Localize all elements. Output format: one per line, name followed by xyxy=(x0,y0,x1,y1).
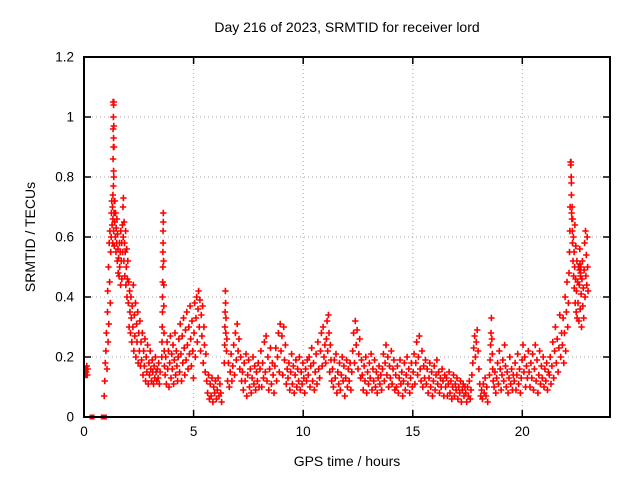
x-axis-label: GPS time / hours xyxy=(293,453,401,469)
x-tick-label: 10 xyxy=(296,424,311,439)
y-tick-label: 1.2 xyxy=(55,50,74,65)
x-tick-label: 20 xyxy=(515,424,530,439)
chart-title: Day 216 of 2023, SRMTID for receiver lor… xyxy=(214,19,480,35)
grid-lines xyxy=(84,57,610,417)
y-tick-label: 0.4 xyxy=(55,290,74,305)
data-points xyxy=(84,98,592,406)
y-tick-label: 0.8 xyxy=(55,170,74,185)
y-tick-label: 0.2 xyxy=(55,350,74,365)
y-axis-label: SRMTID / TECUs xyxy=(22,181,38,293)
y-tick-label: 0 xyxy=(66,410,74,425)
x-tick-label: 5 xyxy=(190,424,198,439)
x-tick-label: 15 xyxy=(405,424,420,439)
x-tick-label: 0 xyxy=(80,424,88,439)
y-tick-label: 0.6 xyxy=(55,230,74,245)
tick-marks xyxy=(83,56,610,418)
y-tick-label: 1 xyxy=(66,110,74,125)
